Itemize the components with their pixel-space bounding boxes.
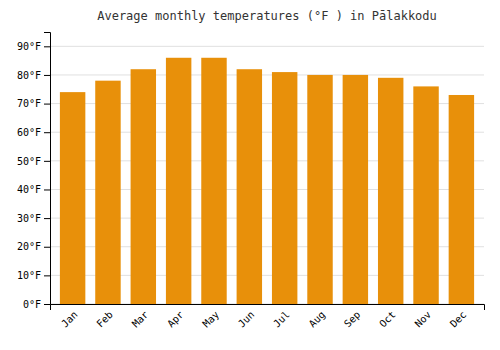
bar [307, 75, 332, 304]
y-tick-label: 70°F [17, 98, 41, 109]
x-axis-line [51, 305, 485, 311]
x-tick-label: Jul [271, 309, 292, 330]
y-tick-label: 20°F [17, 241, 41, 252]
y-tick-label: 60°F [17, 127, 41, 138]
x-tick: Dec [448, 309, 469, 330]
y-tick-label: 10°F [17, 270, 41, 281]
y-tick-label: 30°F [17, 213, 41, 224]
bar [449, 95, 474, 304]
x-tick-label: Feb [94, 309, 115, 330]
bar [343, 75, 368, 304]
y-tick: 70°F [17, 98, 50, 109]
x-tick: Sep [342, 309, 363, 330]
y-tick-mark [44, 161, 50, 162]
y-tick: 90°F [17, 41, 50, 52]
bar [201, 58, 226, 304]
x-tick-label: Oct [377, 309, 398, 330]
x-tick: Oct [377, 309, 398, 330]
chart: 0°F 10°F 20°F 30°F 40°F 50°F 60°F 70°F 80°F 90°F J… [0, 0, 500, 350]
y-tick-label: 50°F [17, 156, 41, 167]
x-tick-label: Dec [448, 309, 469, 330]
x-tick: Aug [307, 309, 328, 330]
y-tick: 20°F [17, 241, 50, 252]
bar [378, 78, 403, 304]
y-tick-mark [44, 304, 50, 305]
bar [413, 86, 438, 304]
y-tick: 40°F [17, 184, 50, 195]
y-tick-label: 90°F [17, 41, 41, 52]
bar [237, 69, 262, 304]
x-tick-label: Sep [342, 309, 363, 330]
plot: 0°F 10°F 20°F 30°F 40°F 50°F 60°F 70°F 80°F 90°F J… [17, 33, 485, 330]
y-tick: 0°F [23, 299, 50, 310]
y-tick: 60°F [17, 127, 50, 138]
x-tick: Apr [165, 309, 186, 330]
y-tick-mark [44, 75, 50, 76]
y-axis-line [44, 33, 51, 305]
bars [60, 58, 474, 304]
grid-line [50, 46, 484, 47]
x-axis: Jan Feb Mar Apr May Jun Jul Aug Sep Oct Nov Dec [51, 305, 485, 330]
grid-line [50, 74, 484, 75]
x-tick: Jan [59, 309, 80, 330]
y-tick-mark [44, 275, 50, 276]
y-tick-label: 40°F [17, 184, 41, 195]
title: Average monthly temperatures (°F ) in Pā… [97, 9, 437, 23]
x-tick: Jul [271, 309, 292, 330]
y-tick: 50°F [17, 156, 50, 167]
y-tick-label: 80°F [17, 70, 41, 81]
y-tick-mark [44, 247, 50, 248]
bar [166, 58, 191, 304]
x-tick-label: Apr [165, 309, 186, 330]
y-axis: 0°F 10°F 20°F 30°F 40°F 50°F 60°F 70°F 80°F 90°F [17, 33, 51, 310]
y-tick-label: 0°F [23, 299, 41, 310]
x-tick-label: Jan [59, 309, 80, 330]
y-tick: 80°F [17, 70, 50, 81]
y-tick: 10°F [17, 270, 50, 281]
x-tick: Mar [130, 309, 151, 330]
grid [50, 46, 484, 304]
x-tick-label: Mar [130, 309, 151, 330]
y-tick-mark [44, 104, 50, 105]
y-tick-mark [44, 132, 50, 133]
y-tick-mark [44, 218, 50, 219]
bar [131, 69, 156, 304]
x-tick: Feb [94, 309, 115, 330]
x-tick: May [201, 309, 222, 330]
bar [60, 92, 85, 304]
x-tick-label: Aug [307, 309, 328, 330]
bar [95, 81, 120, 304]
x-tick: Nov [413, 309, 434, 330]
bar [272, 72, 297, 304]
x-tick: Jun [236, 309, 257, 330]
x-tick-label: Nov [413, 309, 434, 330]
x-tick-label: Jun [236, 309, 257, 330]
y-tick: 30°F [17, 213, 50, 224]
y-tick-mark [44, 189, 50, 190]
x-tick-label: May [201, 309, 222, 330]
y-tick-mark [44, 46, 50, 47]
